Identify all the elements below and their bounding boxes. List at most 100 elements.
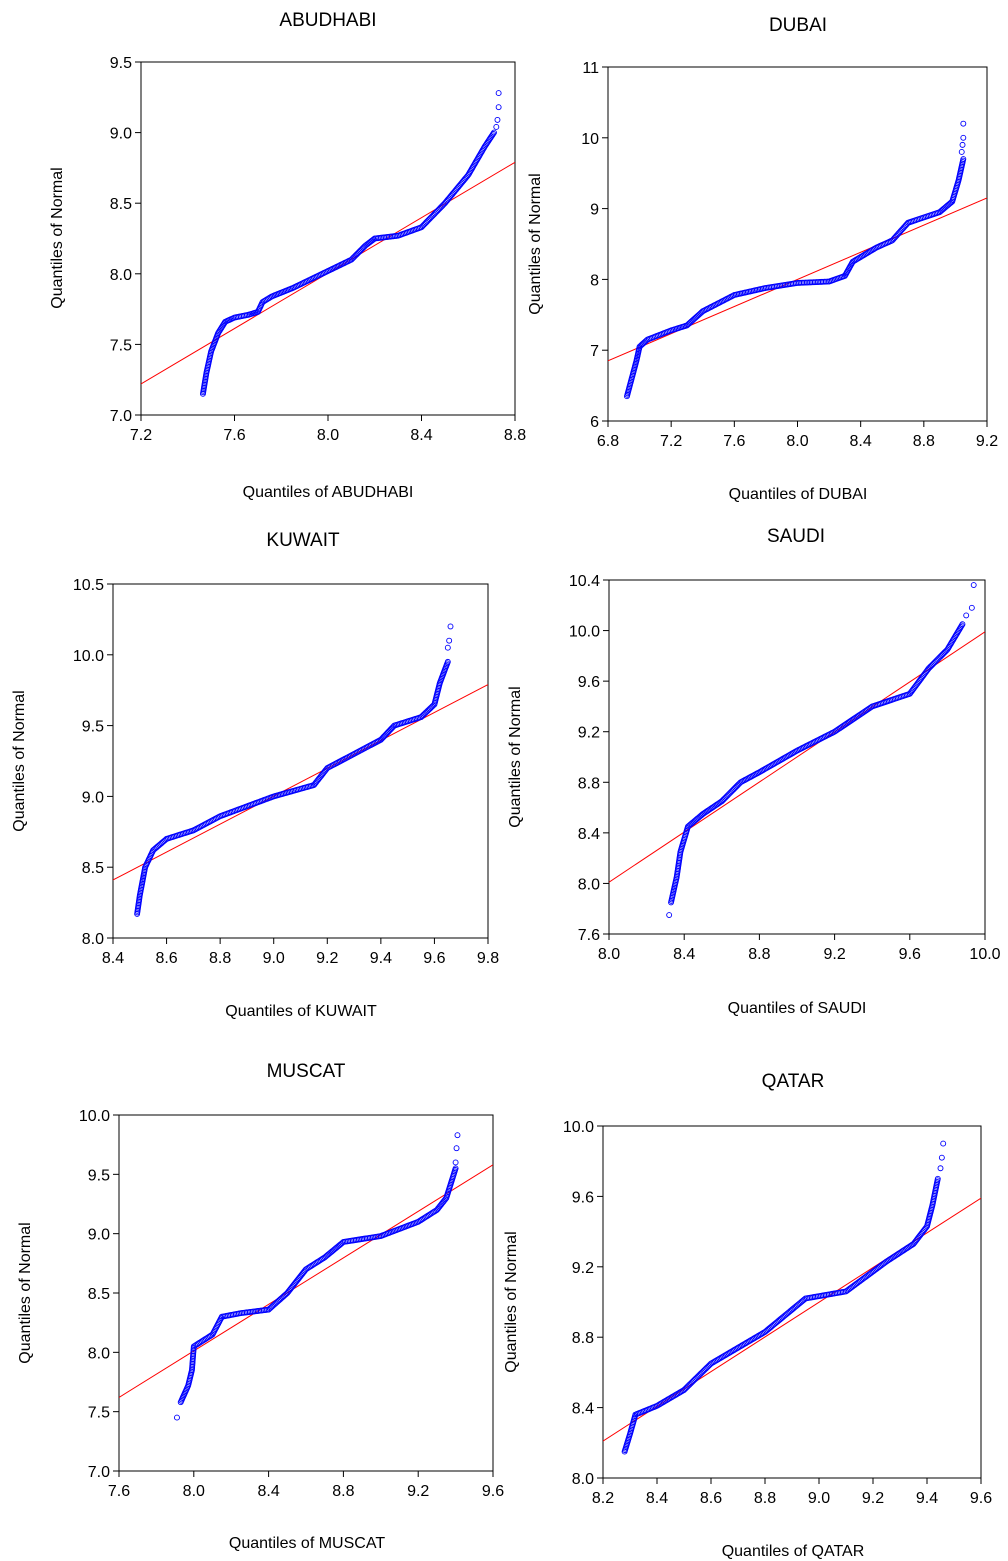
data-marks	[113, 623, 488, 917]
x-tick-label: 9.6	[423, 950, 445, 967]
plot-area: 8.4 8.6 8.8 9.0 9.2 9.4 9.6 9.8 8.0 8.5 9.0 9.5 10.0…	[73, 577, 499, 967]
y-tick-label: 9.0	[110, 126, 132, 143]
x-axis-label: Quantiles of QATAR	[722, 1543, 865, 1560]
x-tick-label: 9.2	[976, 433, 998, 450]
data-point	[444, 658, 451, 665]
data-point	[446, 637, 453, 644]
panel-abudhabi: ABUDHABI 7.2 7.6 8.0 8.4 8.8 7.0 7.5 8.0 8.5 9.0 9…	[49, 10, 526, 501]
reference-line	[113, 684, 488, 881]
data-point	[491, 129, 497, 136]
panel-muscat: MUSCAT 7.6 8.0 8.4 8.8 9.2 9.6 7.0 7.5 8.0 8.5 9.0…	[17, 1061, 504, 1552]
plot-area: 6.8 7.2 7.6 8.0 8.4 8.8 9.2 6 7 8 9 10 11	[581, 60, 998, 450]
plot-frame	[607, 66, 988, 422]
data-point	[963, 612, 970, 619]
data-marks	[603, 1140, 981, 1455]
y-axis-label: Quantiles of Normal	[503, 1231, 520, 1372]
data-point	[937, 1165, 944, 1172]
x-axis-label: Quantiles of SAUDI	[728, 1000, 867, 1017]
y-tick-label: 7	[590, 343, 599, 360]
x-tick-label: 8.8	[504, 427, 526, 444]
x-tick-label: 8.8	[754, 1490, 776, 1507]
plot-frame	[140, 61, 516, 416]
chart-title: MUSCAT	[267, 1061, 346, 1082]
plot-frame	[608, 579, 986, 935]
data-point	[940, 1140, 947, 1147]
y-tick-label: 10.4	[569, 573, 600, 590]
plot-area: 8.2 8.4 8.6 8.8 9.0 9.2 9.4 9.6 8.0 8.4 8.8 9.2 9.6 1…	[563, 1119, 992, 1507]
x-tick-label: 8.8	[332, 1483, 354, 1500]
data-point	[453, 1145, 460, 1152]
x-tick-label: 8.8	[913, 433, 935, 450]
y-tick-label: 9.6	[578, 674, 600, 691]
x-tick-label: 7.6	[723, 433, 745, 450]
y-tick-label: 10.0	[569, 624, 600, 641]
x-tick-label: 8.2	[592, 1490, 614, 1507]
data-point	[444, 644, 451, 651]
x-tick-label: 10.0	[969, 946, 1000, 963]
data-point	[174, 1414, 180, 1421]
y-tick-label: 9.0	[88, 1227, 110, 1244]
plot-area: 7.6 8.0 8.4 8.8 9.2 9.6 7.0 7.5 8.0 8.5 9.0 9.5 10.0	[79, 1108, 504, 1500]
plot-area: 8.0 8.4 8.8 9.2 9.6 10.0 7.6 8.0 8.4 8.8 9.2 9.6 10.…	[569, 573, 1001, 963]
data-point	[960, 134, 967, 141]
x-tick-label: 8.8	[748, 946, 770, 963]
y-tick-label: 7.0	[88, 1464, 110, 1481]
data-point	[958, 149, 965, 155]
x-tick-label: 8.0	[598, 946, 620, 963]
x-axis-label: Quantiles of DUBAI	[729, 486, 868, 503]
y-tick-label: 8.4	[572, 1401, 594, 1418]
y-tick-label: 8	[590, 272, 599, 289]
x-axis-label: Quantiles of KUWAIT	[225, 1003, 377, 1020]
data-point	[970, 582, 977, 589]
data-point	[666, 912, 673, 918]
x-tick-label: 9.4	[370, 950, 392, 967]
x-tick-label: 8.4	[850, 433, 872, 450]
y-tick-label: 8.4	[578, 826, 600, 843]
reference-line	[608, 197, 987, 362]
x-tick-label: 8.0	[317, 427, 339, 444]
x-tick-label: 9.6	[482, 1483, 504, 1500]
y-tick-label: 8.8	[578, 775, 600, 792]
y-tick-label: 7.5	[88, 1405, 110, 1422]
x-tick-label: 9.2	[862, 1490, 884, 1507]
x-tick-label: 8.6	[155, 950, 177, 967]
chart-title: SAUDI	[767, 526, 825, 547]
panel-kuwait: KUWAIT 8.4 8.6 8.8 9.0 9.2 9.4 9.6 9.8 8.0 8.5 9.0…	[11, 530, 499, 1020]
x-tick-label: 8.4	[410, 427, 432, 444]
y-tick-label: 9.2	[578, 725, 600, 742]
panel-qatar: QATAR 8.2 8.4 8.6 8.8 9.0 9.2 9.4 9.6 8.0 8.4 8.8 9…	[503, 1071, 992, 1560]
x-tick-label: 7.2	[660, 433, 682, 450]
plot-frame	[602, 1125, 982, 1479]
data-point	[447, 623, 454, 630]
y-tick-label: 9.0	[82, 789, 104, 806]
y-tick-label: 10.0	[563, 1119, 594, 1136]
y-tick-label: 7.5	[110, 337, 132, 354]
y-tick-label: 9	[590, 202, 599, 219]
data-point	[968, 604, 975, 611]
x-tick-label: 9.6	[970, 1490, 992, 1507]
y-tick-label: 10.0	[73, 648, 104, 665]
x-axis-label: Quantiles of ABUDHABI	[243, 484, 414, 501]
y-tick-label: 9.5	[110, 55, 132, 72]
x-axis-label: Quantiles of MUSCAT	[229, 1535, 385, 1552]
x-tick-label: 8.0	[786, 433, 808, 450]
y-tick-label: 7.0	[110, 408, 132, 425]
x-tick-label: 9.2	[407, 1483, 429, 1500]
x-tick-label: 7.6	[108, 1483, 130, 1500]
y-tick-label: 10	[581, 131, 599, 148]
y-tick-label: 11	[582, 60, 599, 77]
y-tick-label: 10.0	[79, 1108, 110, 1125]
plot-frame	[118, 1114, 494, 1472]
y-tick-label: 9.2	[572, 1260, 594, 1277]
data-point	[959, 141, 966, 148]
y-tick-label: 8.0	[88, 1345, 110, 1362]
y-tick-label: 8.5	[82, 860, 104, 877]
x-tick-label: 8.0	[183, 1483, 205, 1500]
x-tick-label: 9.4	[916, 1490, 938, 1507]
y-tick-label: 9.6	[572, 1189, 594, 1206]
y-tick-label: 7.6	[578, 927, 600, 944]
x-tick-label: 8.4	[646, 1490, 668, 1507]
y-tick-label: 10.5	[73, 577, 104, 594]
x-tick-label: 8.4	[673, 946, 695, 963]
x-tick-label: 8.6	[700, 1490, 722, 1507]
